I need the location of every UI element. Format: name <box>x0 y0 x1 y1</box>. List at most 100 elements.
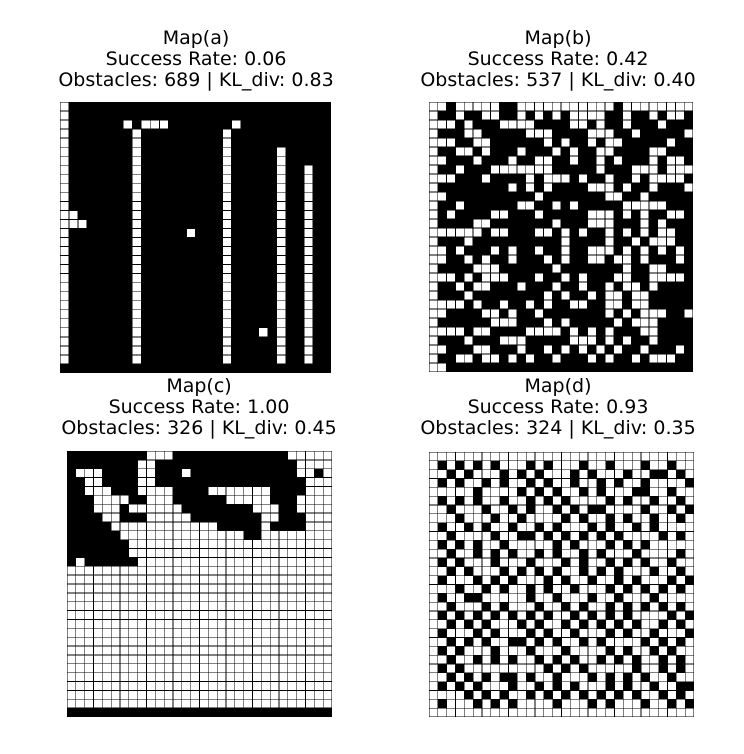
obstacle-cell <box>123 138 132 147</box>
obstacle-cell <box>259 147 268 156</box>
free-cell <box>132 165 141 174</box>
free-cell <box>587 255 596 264</box>
obstacle-cell <box>446 219 456 228</box>
obstacle-cell <box>526 611 535 620</box>
free-cell <box>191 646 200 655</box>
free-cell <box>455 655 464 664</box>
obstacle-cell <box>659 690 668 699</box>
obstacle-cell <box>259 346 268 355</box>
obstacle-cell <box>295 174 304 183</box>
free-cell <box>279 637 288 646</box>
free-cell <box>93 602 102 611</box>
free-cell <box>93 593 102 602</box>
free-cell <box>85 637 94 646</box>
free-cell <box>305 655 314 664</box>
obstacle-cell <box>177 210 187 220</box>
free-cell <box>252 566 261 575</box>
free-cell <box>223 301 232 310</box>
free-cell <box>658 273 667 282</box>
obstacle-cell <box>204 219 214 229</box>
obstacle-cell <box>286 255 295 265</box>
obstacle-cell <box>69 283 78 292</box>
obstacle-cell <box>270 477 279 487</box>
free-cell <box>508 708 517 717</box>
free-cell <box>650 637 659 646</box>
obstacle-cell <box>464 174 473 183</box>
obstacle-cell <box>186 138 196 147</box>
free-cell <box>120 566 129 575</box>
obstacle-cell <box>226 522 235 531</box>
free-cell <box>464 461 473 470</box>
obstacle-cell <box>322 355 331 364</box>
free-cell <box>455 354 464 363</box>
obstacle-cell <box>614 210 623 219</box>
grid-svg <box>429 102 693 372</box>
obstacle-cell <box>76 451 85 460</box>
obstacle-cell <box>473 576 482 585</box>
free-cell <box>111 575 120 584</box>
free-cell <box>438 470 447 479</box>
free-cell <box>223 292 232 301</box>
free-cell <box>305 504 314 513</box>
free-cell <box>304 165 313 174</box>
free-cell <box>67 699 76 708</box>
free-cell <box>605 102 614 111</box>
free-cell <box>235 619 244 628</box>
free-cell <box>164 602 173 611</box>
obstacle-cell <box>259 102 268 111</box>
obstacle-cell <box>114 138 123 147</box>
free-cell <box>208 557 217 566</box>
obstacle-cell <box>526 138 535 147</box>
obstacle-cell <box>482 584 491 593</box>
free-cell <box>60 219 69 229</box>
free-cell <box>553 664 562 673</box>
obstacle-cell <box>241 265 250 274</box>
free-cell <box>429 174 438 183</box>
free-cell <box>606 567 615 576</box>
obstacle-cell <box>517 327 526 336</box>
obstacle-cell <box>232 228 241 238</box>
obstacle-cell <box>295 210 304 220</box>
free-cell <box>676 558 685 567</box>
obstacle-cell <box>313 328 322 337</box>
obstacle-cell <box>96 165 105 174</box>
obstacle-cell <box>553 549 562 558</box>
obstacle-cell <box>96 210 105 220</box>
obstacle-cell <box>150 147 159 156</box>
obstacle-cell <box>111 477 120 487</box>
obstacle-cell <box>78 355 87 364</box>
obstacle-cell <box>168 138 178 147</box>
obstacle-cell <box>614 147 623 156</box>
free-cell <box>667 478 676 487</box>
free-cell <box>596 165 605 174</box>
free-cell <box>605 210 614 219</box>
free-cell <box>535 708 544 717</box>
obstacle-cell <box>535 637 544 646</box>
obstacle-cell <box>141 328 150 337</box>
free-cell <box>429 354 438 363</box>
free-cell <box>129 690 138 699</box>
obstacle-cell <box>658 255 667 264</box>
obstacle-cell <box>268 310 277 319</box>
obstacle-cell <box>455 461 464 470</box>
obstacle-cell <box>666 363 676 372</box>
free-cell <box>297 557 306 566</box>
free-cell <box>155 646 164 655</box>
free-cell <box>244 548 253 558</box>
obstacle-cell <box>105 138 114 147</box>
free-cell <box>111 504 120 513</box>
free-cell <box>191 602 200 611</box>
free-cell <box>191 673 200 682</box>
free-cell <box>685 470 694 479</box>
obstacle-cell <box>490 345 500 354</box>
free-cell <box>270 699 279 708</box>
obstacle-cell <box>204 237 214 247</box>
free-cell <box>491 664 500 673</box>
obstacle-cell <box>676 682 685 691</box>
obstacle-cell <box>588 699 597 708</box>
free-cell <box>614 300 623 309</box>
obstacle-cell <box>259 255 268 265</box>
success-rate-b: Success Rate: 0.42 <box>467 48 649 70</box>
obstacle-cell <box>490 336 500 345</box>
obstacle-cell <box>666 255 676 264</box>
